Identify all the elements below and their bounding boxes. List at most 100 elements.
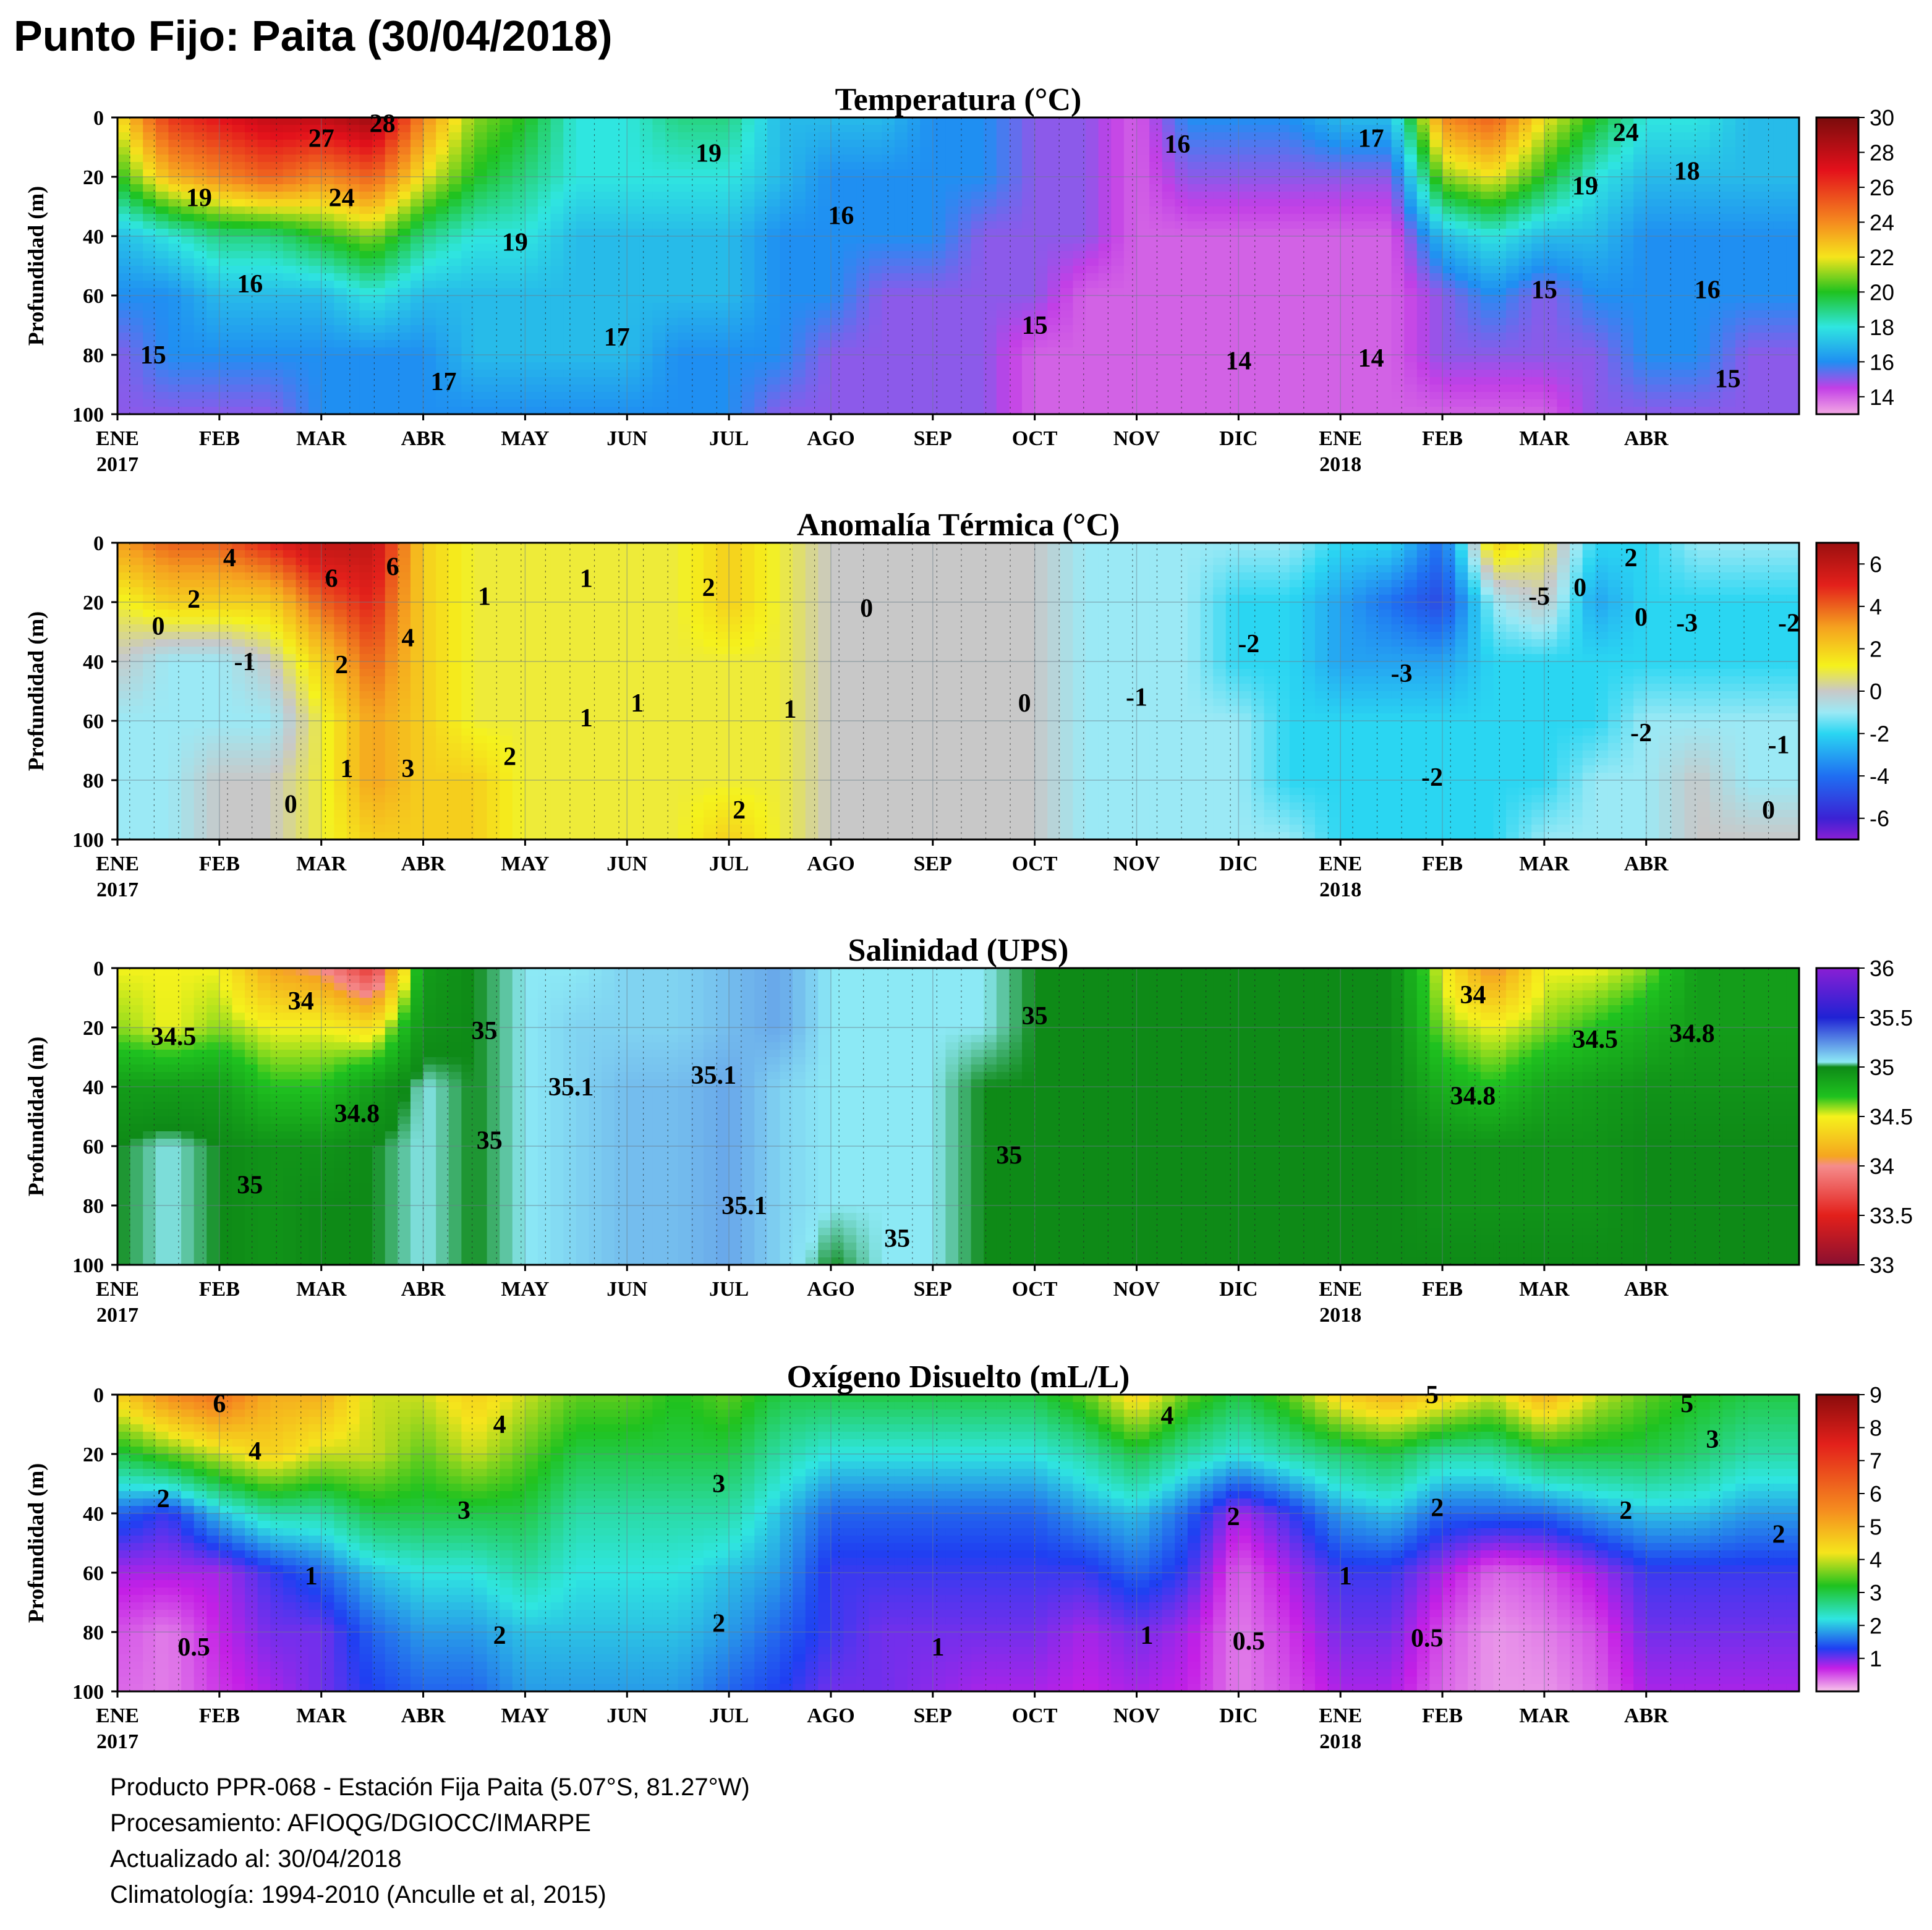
- heatmap-cell: [627, 370, 640, 378]
- heatmap-cell: [474, 273, 488, 281]
- heatmap-cell: [1786, 244, 1799, 252]
- heatmap-cell: [1761, 310, 1774, 318]
- heatmap-cell: [334, 132, 347, 140]
- heatmap-cell: [984, 310, 997, 318]
- heatmap-cell: [1455, 206, 1469, 215]
- heatmap-cell: [729, 295, 743, 304]
- heatmap-cell: [130, 117, 144, 125]
- heatmap-cell: [1098, 273, 1112, 281]
- heatmap-cell: [257, 303, 271, 311]
- heatmap-cell: [856, 362, 870, 370]
- heatmap-cell: [194, 206, 208, 215]
- heatmap-cell: [168, 140, 182, 148]
- heatmap-cell: [1404, 325, 1418, 333]
- heatmap-cell: [398, 132, 411, 140]
- heatmap-cell: [984, 125, 997, 133]
- heatmap-cell: [932, 162, 947, 170]
- heatmap-cell: [945, 236, 959, 244]
- heatmap-cell: [296, 258, 309, 266]
- heatmap-cell: [805, 251, 819, 259]
- heatmap-cell: [716, 288, 730, 296]
- heatmap-cell: [805, 318, 819, 326]
- heatmap-cell: [219, 288, 233, 296]
- heatmap-cell: [232, 192, 245, 200]
- heatmap-cell: [512, 355, 526, 363]
- heatmap-cell: [984, 385, 997, 393]
- heatmap-cell: [1264, 236, 1277, 244]
- heatmap-cell: [130, 199, 144, 207]
- heatmap-cell: [1531, 288, 1545, 296]
- heatmap-cell: [1136, 355, 1150, 363]
- heatmap-cell: [1022, 125, 1036, 133]
- heatmap-cell: [1684, 244, 1698, 252]
- heatmap-cell: [754, 385, 768, 393]
- heatmap-cell: [678, 385, 692, 393]
- heatmap-cell: [1034, 355, 1049, 363]
- heatmap-cell: [1366, 288, 1379, 296]
- heatmap-cell: [410, 155, 424, 163]
- heatmap-cell: [181, 125, 195, 133]
- heatmap-cell: [1455, 244, 1469, 252]
- heatmap-cell: [1773, 355, 1787, 363]
- heatmap-cell: [729, 162, 743, 170]
- heatmap-cell: [423, 229, 436, 237]
- heatmap-cell: [691, 132, 704, 140]
- heatmap-cell: [1379, 117, 1392, 125]
- heatmap-cell: [1557, 318, 1570, 326]
- heatmap-cell: [793, 229, 806, 237]
- heatmap-cell: [1429, 229, 1443, 237]
- heatmap-cell: [1162, 303, 1176, 311]
- heatmap-cell: [398, 281, 411, 289]
- heatmap-cell: [1761, 125, 1774, 133]
- heatmap-cell: [780, 370, 793, 378]
- heatmap-cell: [1111, 155, 1125, 163]
- heatmap-cell: [1098, 377, 1112, 385]
- heatmap-cell: [1149, 221, 1163, 229]
- heatmap-cell: [1340, 147, 1354, 155]
- heatmap-cell: [550, 355, 564, 363]
- heatmap-cell: [155, 303, 169, 311]
- heatmap-cell: [1340, 303, 1354, 311]
- heatmap-cell: [627, 340, 640, 348]
- heatmap-cell: [1251, 229, 1265, 237]
- heatmap-cell: [703, 377, 717, 385]
- heatmap-cell: [385, 147, 399, 155]
- heatmap-cell: [143, 125, 156, 133]
- heatmap-cell: [665, 229, 679, 237]
- heatmap-cell: [270, 162, 284, 170]
- heatmap-cell: [1633, 214, 1647, 222]
- heatmap-cell: [1468, 117, 1481, 125]
- heatmap-cell: [882, 295, 895, 304]
- heatmap-cell: [1646, 169, 1660, 177]
- heatmap-cell: [920, 333, 934, 341]
- heatmap-cell: [500, 117, 513, 125]
- heatmap-cell: [1557, 140, 1570, 148]
- heatmap-cell: [639, 347, 653, 355]
- heatmap-cell: [538, 244, 551, 252]
- heatmap-cell: [894, 132, 908, 140]
- heatmap-cell: [1659, 162, 1672, 170]
- heatmap-cell: [869, 140, 883, 148]
- heatmap-cell: [1595, 266, 1609, 274]
- heatmap-cell: [130, 147, 144, 155]
- heatmap-cell: [1786, 340, 1799, 348]
- heatmap-cell: [245, 273, 258, 281]
- heatmap-cell: [1225, 273, 1240, 281]
- heatmap-cell: [550, 192, 564, 200]
- heatmap-cell: [869, 295, 883, 304]
- heatmap-cell: [971, 318, 985, 326]
- heatmap-cell: [321, 273, 335, 281]
- heatmap-cell: [525, 140, 538, 148]
- heatmap-cell: [1213, 281, 1227, 289]
- heatmap-cell: [1455, 340, 1469, 348]
- heatmap-cell: [958, 125, 972, 133]
- heatmap-cell: [1034, 236, 1049, 244]
- heatmap-cell: [270, 303, 284, 311]
- heatmap-cell: [1570, 132, 1583, 140]
- heatmap-cell: [627, 273, 640, 281]
- heatmap-cell: [436, 385, 449, 393]
- heatmap-cell: [1149, 318, 1163, 326]
- heatmap-cell: [1455, 377, 1469, 385]
- heatmap-cell: [830, 244, 845, 252]
- heatmap-cell: [1047, 251, 1061, 259]
